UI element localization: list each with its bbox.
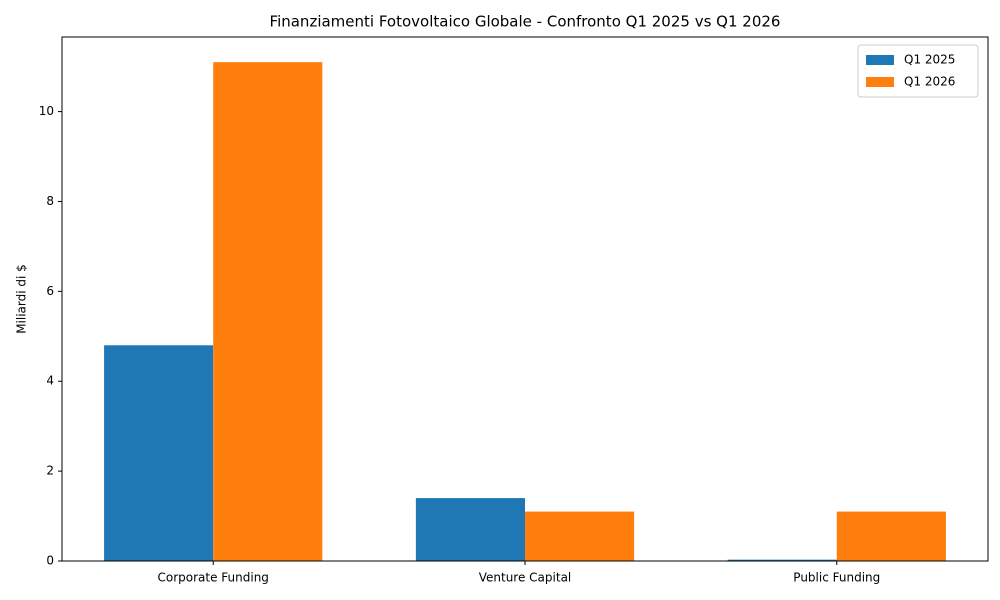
legend: Q1 2025 Q1 2026	[857, 44, 979, 98]
legend-label: Q1 2025	[904, 53, 955, 67]
legend-swatch	[866, 77, 894, 87]
y-tick-label: 8	[46, 194, 54, 208]
chart-title: Finanziamenti Fotovoltaico Globale - Con…	[270, 13, 781, 31]
y-tick-label: 10	[39, 104, 54, 118]
bar	[104, 345, 214, 561]
y-axis-label: Miliardi di $	[15, 264, 29, 334]
plot-frame	[61, 36, 989, 562]
x-tick-label: Public Funding	[793, 571, 880, 585]
y-tick-label: 4	[46, 374, 54, 388]
y-tick-label: 0	[46, 554, 54, 568]
y-tick-label: 6	[46, 284, 54, 298]
bar	[415, 498, 525, 561]
bar	[525, 511, 635, 561]
bar	[836, 511, 946, 561]
legend-swatch	[866, 55, 894, 65]
legend-label: Q1 2026	[904, 75, 955, 89]
bar	[727, 559, 837, 561]
bar	[213, 62, 323, 561]
x-tick-label: Venture Capital	[479, 571, 572, 585]
x-tick-label: Corporate Funding	[157, 571, 268, 585]
y-tick-label: 2	[46, 464, 54, 478]
